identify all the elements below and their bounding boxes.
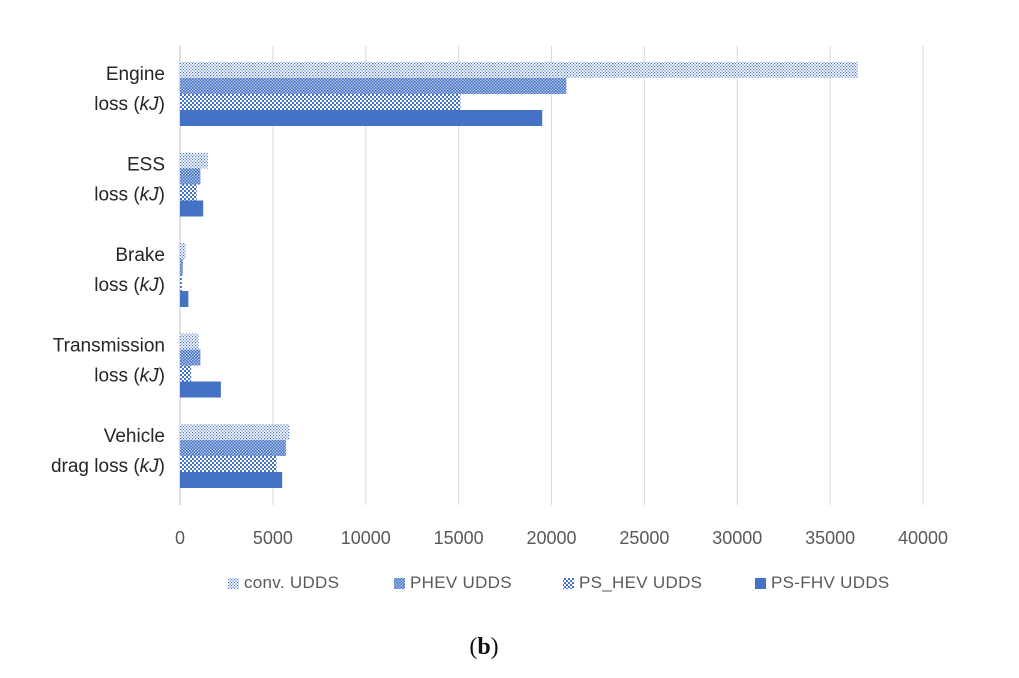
category-label: loss (kJ) xyxy=(94,94,165,115)
bar-ps-fhv-udds xyxy=(180,110,543,126)
legend-swatch xyxy=(563,578,574,589)
bar-ps-hev-udds xyxy=(180,365,192,382)
bar-ps-hev-udds xyxy=(180,456,277,472)
category-label: loss (kJ) xyxy=(94,275,165,296)
category-label: loss (kJ) xyxy=(94,185,165,206)
category-label: Brake xyxy=(115,245,165,266)
legend-swatch xyxy=(228,578,239,589)
x-tick-label: 20000 xyxy=(526,528,576,548)
legend-label: PS_HEV UDDS xyxy=(579,573,702,592)
bar-ps-fhv-udds xyxy=(180,472,283,488)
bar-conv-udds xyxy=(180,333,199,350)
bar-ps-fhv-udds xyxy=(180,291,189,307)
category-label: drag loss (kJ) xyxy=(51,456,165,477)
figure-caption: (b) xyxy=(469,634,498,660)
bar-conv-udds xyxy=(180,243,186,259)
category-label: Vehicle xyxy=(104,426,165,447)
bar-phev-udds xyxy=(180,259,183,275)
bar-phev-udds xyxy=(180,440,286,456)
bar-ps-fhv-udds xyxy=(180,381,221,398)
x-tick-label: 40000 xyxy=(898,528,948,548)
x-axis-ticks: 0 5000 10000 15000 20000 25000 30000 35000 40000 xyxy=(175,528,948,548)
bar-ps-hev-udds xyxy=(180,94,461,110)
bar-phev-udds xyxy=(180,168,201,185)
bar-phev-udds xyxy=(180,78,567,94)
bar-conv-udds xyxy=(180,424,290,440)
legend-label: PS-FHV UDDS xyxy=(771,573,890,592)
legend-swatch xyxy=(394,578,405,589)
x-tick-label: 10000 xyxy=(341,528,391,548)
category-label: Transmission xyxy=(53,336,165,357)
x-tick-label: 15000 xyxy=(434,528,484,548)
bar-conv-udds xyxy=(180,152,208,169)
bar-ps-hev-udds xyxy=(180,275,182,291)
x-tick-label: 0 xyxy=(175,528,185,548)
category-label: Engine xyxy=(106,64,165,85)
bar-conv-udds xyxy=(180,62,858,78)
x-tick-label: 5000 xyxy=(253,528,293,548)
legend-label: conv. UDDS xyxy=(244,573,339,592)
category-label: ESS xyxy=(127,155,165,176)
bar-phev-udds xyxy=(180,349,201,366)
legend-swatch xyxy=(755,578,766,589)
bar-ps-hev-udds xyxy=(180,184,197,201)
category-labels: Engine loss (kJ) ESS loss (kJ) Brake loss (kJ… xyxy=(51,64,165,477)
legend-label: PHEV UDDS xyxy=(410,573,512,592)
bars xyxy=(180,62,858,488)
x-tick-label: 30000 xyxy=(712,528,762,548)
x-tick-label: 25000 xyxy=(619,528,669,548)
x-tick-label: 35000 xyxy=(805,528,855,548)
category-label: loss (kJ) xyxy=(94,366,165,387)
legend: conv. UDDS PHEV UDDS PS_HEV UDDS PS-FHV UDD… xyxy=(228,573,890,592)
bar-ps-fhv-udds xyxy=(180,200,204,217)
